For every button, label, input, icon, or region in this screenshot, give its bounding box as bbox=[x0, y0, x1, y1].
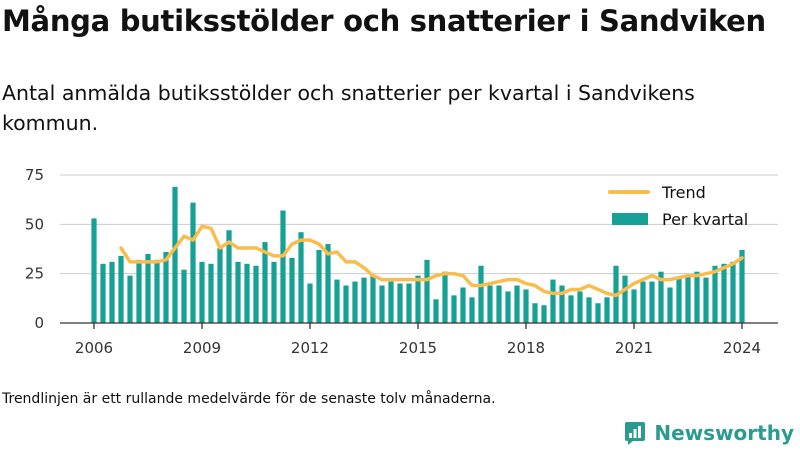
bar bbox=[478, 265, 484, 323]
bar bbox=[172, 186, 178, 323]
bar bbox=[595, 303, 601, 323]
bar bbox=[667, 287, 673, 323]
legend-trend-label: Trend bbox=[661, 183, 706, 202]
bar bbox=[559, 285, 565, 323]
bar bbox=[127, 275, 133, 323]
bar bbox=[487, 285, 493, 323]
y-tick-label: 50 bbox=[25, 215, 44, 233]
bar bbox=[469, 297, 475, 323]
bar bbox=[676, 277, 682, 323]
grid-lines bbox=[60, 174, 778, 275]
bar bbox=[343, 285, 349, 323]
bar bbox=[271, 261, 277, 323]
bar bbox=[640, 281, 646, 323]
bar bbox=[523, 289, 529, 323]
bar bbox=[280, 210, 286, 323]
bar bbox=[685, 275, 691, 323]
chart-title: Många butiksstölder och snatterier i San… bbox=[2, 4, 766, 38]
x-tick-label: 2009 bbox=[183, 339, 221, 357]
bar bbox=[460, 287, 466, 323]
bar bbox=[694, 271, 700, 323]
brand-logo: Newsworthy bbox=[622, 420, 794, 446]
x-tick-label: 2024 bbox=[723, 339, 761, 357]
legend-bar-label: Per kvartal bbox=[662, 210, 748, 229]
bar bbox=[568, 295, 574, 323]
x-tick-label: 2018 bbox=[507, 339, 545, 357]
bar bbox=[217, 248, 223, 323]
bar bbox=[226, 230, 232, 323]
brand-name: Newsworthy bbox=[654, 421, 794, 445]
bar bbox=[145, 253, 151, 323]
bar bbox=[703, 277, 709, 323]
axes: 0 25 50 75 2006 2009 2012 2015 2018 2021 2024 bbox=[25, 166, 778, 357]
bar bbox=[712, 265, 718, 323]
y-tick-label: 75 bbox=[25, 166, 44, 184]
bar bbox=[397, 283, 403, 323]
bar bbox=[361, 277, 367, 323]
bar bbox=[334, 279, 340, 323]
bar bbox=[289, 257, 295, 323]
bar bbox=[154, 259, 160, 323]
bars-per-kvartal bbox=[91, 186, 745, 323]
bar bbox=[622, 275, 628, 323]
x-tick-label: 2006 bbox=[75, 339, 113, 357]
bar bbox=[163, 251, 169, 323]
bar bbox=[406, 283, 412, 323]
bar bbox=[307, 283, 313, 323]
bar bbox=[388, 281, 394, 323]
bar bbox=[424, 259, 430, 323]
bar bbox=[316, 249, 322, 323]
bar bbox=[658, 271, 664, 323]
footnote: Trendlinjen är ett rullande medelvärde f… bbox=[2, 391, 496, 407]
bar bbox=[118, 255, 124, 323]
bar bbox=[577, 291, 583, 323]
bar bbox=[721, 263, 727, 323]
bar bbox=[325, 244, 331, 323]
chart-subtitle: Antal anmälda butiksstölder och snatteri… bbox=[2, 81, 695, 135]
x-tick-label: 2012 bbox=[291, 339, 329, 357]
bar bbox=[208, 263, 214, 323]
x-tick-label: 2021 bbox=[615, 339, 653, 357]
bar bbox=[100, 263, 106, 323]
bar bbox=[550, 279, 556, 323]
bar bbox=[631, 289, 637, 323]
trend-line bbox=[119, 224, 744, 298]
bar bbox=[253, 265, 259, 323]
bar bbox=[298, 232, 304, 323]
legend-bar-swatch bbox=[612, 213, 648, 225]
bar bbox=[415, 275, 421, 323]
bar bbox=[514, 285, 520, 323]
bar bbox=[505, 291, 511, 323]
bar bbox=[235, 261, 241, 323]
bar bbox=[496, 285, 502, 323]
bar bbox=[352, 281, 358, 323]
bar bbox=[181, 269, 187, 323]
bar bbox=[262, 242, 268, 323]
bar bbox=[190, 202, 196, 323]
bar bbox=[442, 271, 448, 323]
bar bbox=[541, 305, 547, 323]
bar bbox=[586, 297, 592, 323]
legend: Trend Per kvartal bbox=[608, 183, 748, 229]
bar bbox=[244, 263, 250, 323]
bar bbox=[136, 259, 142, 323]
bar bbox=[433, 299, 439, 323]
y-tick-label: 0 bbox=[34, 314, 44, 332]
bar bbox=[370, 275, 376, 323]
bar bbox=[91, 218, 97, 323]
newsworthy-logo-icon bbox=[625, 422, 646, 445]
bar bbox=[739, 249, 745, 323]
y-tick-label: 25 bbox=[25, 265, 44, 283]
bar bbox=[199, 261, 205, 323]
bar bbox=[604, 297, 610, 323]
trend-layer bbox=[119, 224, 744, 298]
bar bbox=[451, 295, 457, 323]
bar bbox=[649, 281, 655, 323]
bar bbox=[379, 285, 385, 323]
bar bbox=[730, 261, 736, 323]
bar bbox=[532, 303, 538, 323]
x-tick-label: 2015 bbox=[399, 339, 437, 357]
bar bbox=[109, 261, 115, 323]
